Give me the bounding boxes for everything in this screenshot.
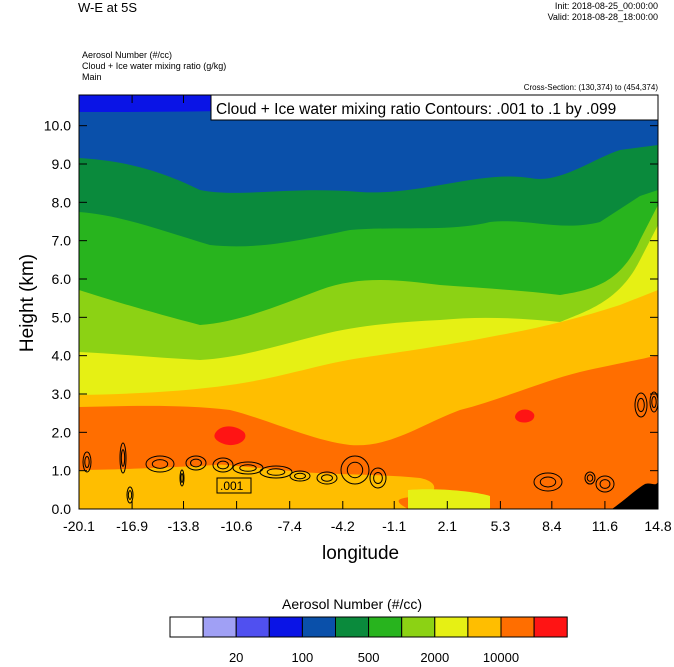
cloud-contour-outer	[634, 392, 648, 418]
cloud-contour-outer	[179, 469, 185, 487]
cloud-contour-outer	[259, 465, 293, 479]
cloud-contour-outer	[584, 471, 596, 485]
cloud-contour-outer	[212, 457, 234, 473]
colorbar-swatch	[268, 616, 303, 638]
cloud-contour-inner	[294, 472, 306, 480]
y-tick-label: 9.0	[52, 156, 72, 172]
y-tick-label: 3.0	[52, 386, 72, 402]
cloud-contour-outer	[126, 486, 134, 504]
aerosol-field	[79, 95, 658, 509]
cross-section-label: Cross-Section: (130,374) to (454,374)	[523, 83, 658, 92]
cloud-contour-outer	[649, 391, 658, 413]
y-tick-label: 10.0	[44, 118, 71, 134]
colorbar-swatch	[533, 616, 568, 638]
field-main: Main	[82, 72, 102, 82]
aerosol-band	[79, 453, 340, 470]
cloud-contour-inner	[180, 473, 184, 483]
colorbar-swatch	[335, 616, 370, 638]
colorbar-swatch	[500, 616, 535, 638]
x-tick-label: 8.4	[542, 518, 562, 534]
valid-time: Valid: 2018-08-28_18:00:00	[547, 12, 658, 22]
contour-value-label: .001	[220, 479, 244, 493]
cloud-contour-outer	[533, 472, 563, 492]
cloud-contours	[82, 391, 658, 504]
colorbar-title: Aerosol Number (#/cc)	[282, 596, 423, 612]
y-tick-label: 6.0	[52, 271, 72, 287]
y-tick-label: 4.0	[52, 348, 72, 364]
contour-info-label: Cloud + Ice water mixing ratio Contours:…	[216, 101, 616, 118]
cloud-contour-inner	[539, 476, 557, 488]
cloud-contour-outer	[340, 455, 370, 485]
y-tick-label: 5.0	[52, 309, 72, 325]
terrain-mask	[612, 482, 658, 509]
colorbar-tick-label: 500	[357, 650, 380, 665]
x-tick-label: 11.6	[592, 518, 618, 534]
main-title: W-E at 5S	[78, 0, 138, 15]
colorbar-swatch	[202, 616, 237, 638]
colorbar-swatch	[301, 616, 336, 638]
cloud-contour-inner	[190, 458, 202, 468]
axis-ticks: 0.0 1.0 2.0 3.0 4.0 5.0 6.0 7.0 8.0 9.0 10.0 -20.1 -…	[44, 95, 672, 534]
contour-value-box	[216, 477, 252, 494]
y-tick-label: 7.0	[52, 233, 72, 249]
colorbar-tick-label: 20	[228, 650, 244, 665]
colorbar-tick-label: 2000	[420, 650, 450, 665]
contour-info-box	[210, 94, 659, 121]
y-axis-label: Height (km)	[17, 253, 38, 353]
colorbar-swatch	[368, 616, 403, 638]
y-tick-label: 0.0	[52, 501, 72, 517]
colorbar-tick-label: 100	[291, 650, 314, 665]
colorbar-swatch	[434, 616, 469, 638]
x-tick-label: -20.1	[63, 518, 95, 534]
y-tick-label: 1.0	[52, 463, 72, 479]
colorbar-tick-label: 10000	[482, 650, 520, 665]
aerosol-band	[408, 489, 490, 509]
colorbar-swatch	[467, 616, 502, 638]
cloud-contour-inner	[217, 460, 229, 470]
cloud-contour-outer	[145, 455, 175, 473]
cloud-contour-inner	[239, 464, 257, 472]
cloud-contour-inner	[84, 456, 90, 468]
x-tick-label: 14.8	[644, 518, 671, 534]
cloud-contour-outer	[119, 442, 127, 474]
colorbar	[169, 616, 568, 638]
colorbar-swatch	[401, 616, 436, 638]
cloud-contour-inner	[120, 449, 126, 467]
init-time: Init: 2018-08-25_00:00:00	[554, 1, 658, 11]
aerosol-band	[515, 409, 535, 423]
cloud-contour-outer	[595, 475, 615, 493]
x-tick-label: -16.9	[116, 518, 148, 534]
cloud-contour-inner	[599, 479, 611, 489]
cloud-contour-inner	[651, 396, 657, 408]
colorbar-swatch	[169, 616, 204, 638]
cloud-contour-inner	[637, 397, 645, 413]
cloud-contour-inner	[346, 461, 364, 479]
cloud-contour-outer	[369, 467, 387, 489]
cloud-contour-inner	[586, 474, 594, 482]
field-aerosol: Aerosol Number (#/cc)	[82, 50, 173, 60]
x-axis-label: longitude	[322, 543, 400, 564]
aerosol-band	[214, 426, 246, 446]
x-tick-label: 5.3	[491, 518, 511, 534]
x-tick-label: 2.1	[438, 518, 458, 534]
cloud-contour-outer	[316, 471, 338, 485]
cloud-contour-inner	[266, 468, 286, 476]
y-tick-label: 8.0	[52, 194, 72, 210]
cloud-contour-outer	[82, 451, 92, 473]
x-tick-label: -10.6	[221, 518, 253, 534]
cloud-contour-outer	[289, 470, 311, 482]
cloud-contour-inner	[321, 474, 333, 482]
field-cloud-ice: Cloud + Ice water mixing ratio (g/kg)	[82, 61, 227, 71]
x-tick-label: -1.1	[382, 518, 406, 534]
y-tick-label: 2.0	[52, 424, 72, 440]
cloud-contour-inner	[151, 459, 169, 469]
cloud-contour-inner	[373, 472, 383, 484]
x-tick-label: -4.2	[331, 518, 355, 534]
cloud-contour-outer	[185, 455, 207, 471]
x-tick-label: -7.4	[278, 518, 302, 534]
x-tick-label: -13.8	[168, 518, 200, 534]
cloud-contour-inner	[127, 490, 133, 500]
colorbar-swatch	[235, 616, 270, 638]
